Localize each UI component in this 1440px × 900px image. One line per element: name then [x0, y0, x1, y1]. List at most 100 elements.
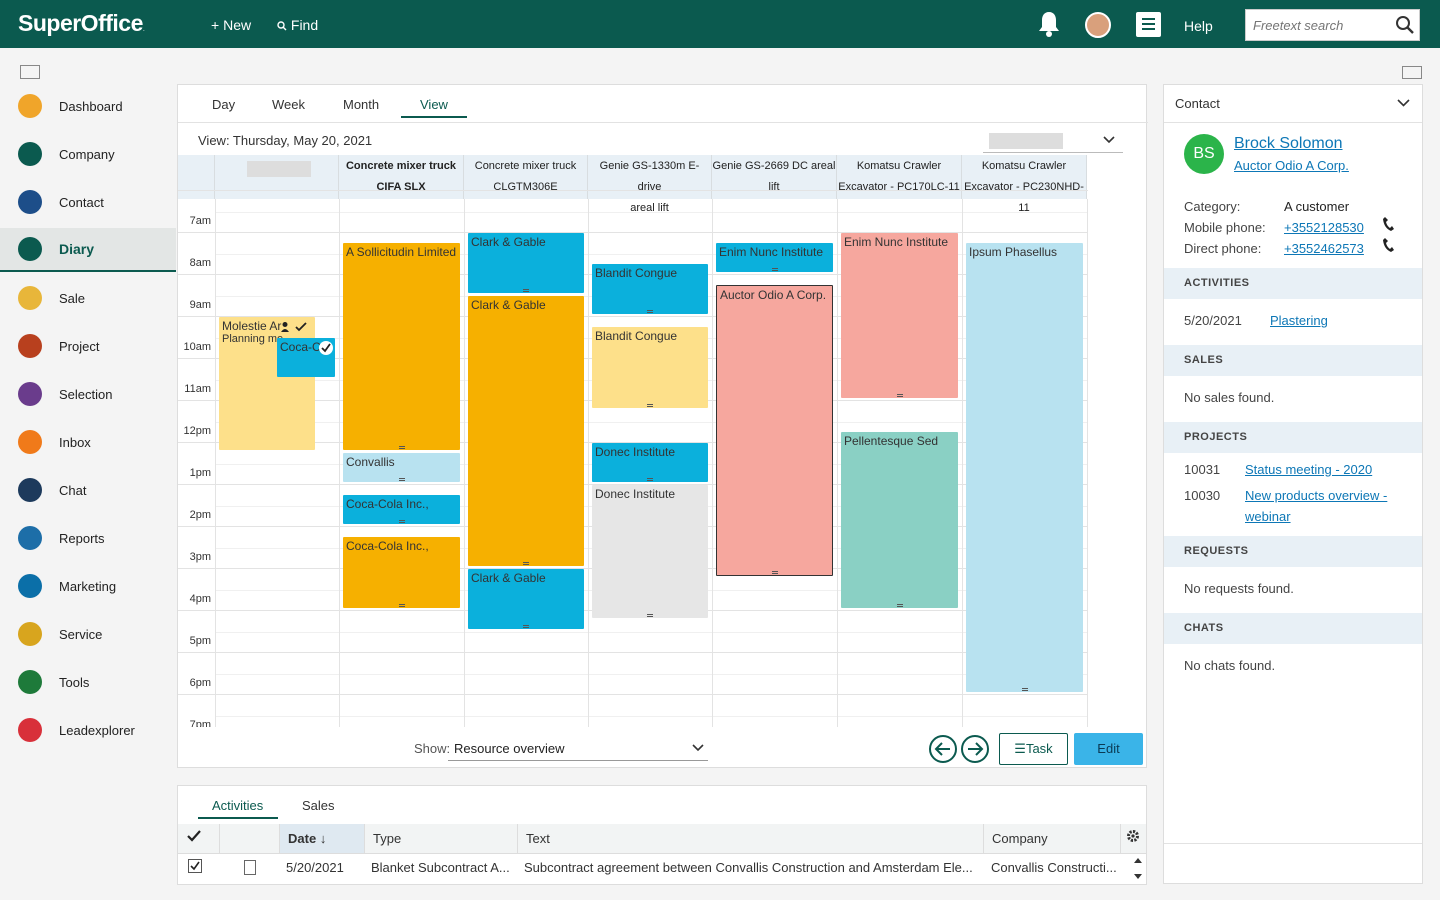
- calendar-event[interactable]: Clark & Gable: [468, 232, 584, 293]
- new-button[interactable]: + New: [211, 17, 252, 33]
- calendar-event[interactable]: Pellentesque Sed: [841, 432, 958, 608]
- project-link[interactable]: New products overview -: [1245, 488, 1388, 503]
- user-avatar[interactable]: [1085, 12, 1111, 38]
- resource-column-header[interactable]: Concrete mixer truck CIFA SLX: [339, 155, 464, 199]
- sidebar-item-tools[interactable]: Tools: [0, 660, 176, 704]
- collapse-sidebar-icon[interactable]: [20, 65, 40, 79]
- select-all-column[interactable]: [178, 824, 220, 854]
- scroll-up-icon[interactable]: [1134, 858, 1142, 863]
- calendar-event[interactable]: Clark & Gable: [468, 295, 584, 566]
- show-dropdown[interactable]: Resource overview: [448, 737, 708, 761]
- previous-button[interactable]: [929, 735, 957, 763]
- event-resize-handle[interactable]: [523, 561, 529, 565]
- tab-week[interactable]: Week: [272, 97, 305, 112]
- calendar-event[interactable]: Auctor Odio A Corp.: [716, 285, 833, 576]
- event-resize-handle[interactable]: [647, 309, 653, 313]
- edit-button[interactable]: Edit: [1074, 733, 1143, 765]
- tab-sales[interactable]: Sales: [302, 798, 335, 813]
- event-resize-handle[interactable]: [398, 603, 405, 607]
- contact-company-link[interactable]: Auctor Odio A Corp.: [1234, 158, 1349, 173]
- column-header-company[interactable]: Company: [984, 824, 1121, 854]
- mobile-phone-link[interactable]: +3552128530: [1284, 220, 1364, 235]
- tab-day[interactable]: Day: [212, 97, 236, 112]
- sidebar-item-inbox[interactable]: Inbox: [0, 420, 176, 464]
- find-button[interactable]: Find: [277, 17, 318, 33]
- event-resize-handle[interactable]: [523, 624, 529, 628]
- project-link-continued[interactable]: webinar: [1245, 509, 1291, 524]
- event-resize-handle[interactable]: [647, 477, 653, 481]
- scroll-down-icon[interactable]: [1134, 874, 1142, 879]
- help-link[interactable]: Help: [1184, 18, 1213, 34]
- event-resize-handle[interactable]: [523, 288, 529, 292]
- sidebar-item-selection[interactable]: Selection: [0, 372, 176, 416]
- sidebar-item-dashboard[interactable]: Dashboard: [0, 84, 176, 128]
- calendar-event[interactable]: Blandit Congue: [592, 264, 708, 314]
- event-resize-handle[interactable]: [896, 603, 903, 607]
- calendar-event[interactable]: Convallis: [343, 453, 460, 482]
- column-header-text[interactable]: Text: [518, 824, 984, 854]
- hour-row[interactable]: 6pm: [178, 651, 1088, 694]
- sidebar-item-company[interactable]: Company: [0, 132, 176, 176]
- hour-row[interactable]: 7am: [178, 189, 1088, 232]
- event-resize-handle[interactable]: [398, 446, 405, 449]
- sidebar-item-service[interactable]: Service: [0, 612, 176, 656]
- menu-icon[interactable]: [1136, 12, 1161, 37]
- resource-column-header[interactable]: Komatsu Crawler Excavator - PC170LC-11: [837, 155, 962, 199]
- contact-name-link[interactable]: Brock Solomon: [1234, 135, 1343, 152]
- table-scrollbar[interactable]: [1131, 854, 1145, 884]
- event-resize-handle[interactable]: [647, 614, 653, 617]
- calendar-event[interactable]: Coca-Cola Inc.,: [343, 537, 460, 608]
- sidebar-item-marketing[interactable]: Marketing: [0, 564, 176, 608]
- event-resize-handle[interactable]: [896, 393, 903, 397]
- event-resize-handle[interactable]: [771, 267, 778, 271]
- event-resize-handle[interactable]: [398, 519, 405, 523]
- task-button[interactable]: ☰Task: [999, 733, 1068, 765]
- table-settings-gear-icon[interactable]: [1121, 824, 1147, 854]
- sidebar-item-chat[interactable]: Chat: [0, 468, 176, 512]
- sidebar-item-project[interactable]: Project: [0, 324, 176, 368]
- calendar-event[interactable]: Coca-C: [277, 337, 335, 377]
- freetext-search-input[interactable]: [1246, 10, 1386, 40]
- phone-icon[interactable]: [1382, 216, 1394, 232]
- calendar-event[interactable]: Coca-Cola Inc.,: [343, 495, 460, 524]
- tab-month[interactable]: Month: [343, 97, 380, 112]
- event-resize-handle[interactable]: [1021, 687, 1028, 691]
- hour-row[interactable]: 7pm: [178, 693, 1088, 727]
- calendar-event[interactable]: Donec Institute: [592, 484, 708, 618]
- calendar-event[interactable]: Molestie Ar Planning me: [219, 316, 315, 450]
- sidebar-item-contact[interactable]: Contact: [0, 180, 176, 224]
- column-header-type[interactable]: Type: [365, 824, 518, 854]
- event-resize-handle[interactable]: [771, 571, 778, 574]
- view-selector-dropdown[interactable]: [983, 131, 1123, 153]
- calendar-event[interactable]: Donec Institute: [592, 442, 708, 482]
- tab-view[interactable]: View: [420, 97, 448, 112]
- resource-column-header[interactable]: [215, 155, 339, 199]
- notifications-bell-icon[interactable]: [1036, 10, 1062, 38]
- sidebar-item-sale[interactable]: Sale: [0, 276, 176, 320]
- calendar-event[interactable]: Enim Nunc Institute: [716, 243, 833, 272]
- project-link[interactable]: Status meeting - 2020: [1245, 462, 1373, 477]
- tab-activities[interactable]: Activities: [212, 798, 264, 813]
- search-icon[interactable]: [1395, 15, 1415, 35]
- expand-panel-icon[interactable]: [1402, 66, 1422, 79]
- freetext-search[interactable]: [1245, 9, 1420, 41]
- sidebar-item-diary[interactable]: Diary: [0, 228, 176, 272]
- calendar-event[interactable]: Blandit Congue: [592, 327, 708, 408]
- superoffice-logo[interactable]: SuperOffice.: [18, 10, 145, 36]
- phone-icon[interactable]: [1382, 237, 1394, 253]
- resource-column-header[interactable]: Genie GS-2669 DC areal lift: [712, 155, 837, 199]
- chevron-down-icon[interactable]: [1397, 99, 1410, 107]
- calendar-event[interactable]: Enim Nunc Institute: [841, 232, 958, 398]
- event-resize-handle[interactable]: [647, 404, 653, 407]
- activity-link[interactable]: Plastering: [1270, 313, 1328, 328]
- hour-row[interactable]: 8am: [178, 231, 1088, 274]
- sidebar-item-reports[interactable]: Reports: [0, 516, 176, 560]
- event-resize-handle[interactable]: [398, 477, 405, 481]
- row-checkbox[interactable]: [188, 859, 202, 873]
- column-header-date[interactable]: Date ↓: [280, 824, 365, 854]
- calendar-event[interactable]: Ipsum Phasellus: [966, 243, 1083, 692]
- calendar-event[interactable]: Clark & Gable: [468, 568, 584, 629]
- direct-phone-link[interactable]: +3552462573: [1284, 241, 1364, 256]
- next-button[interactable]: [961, 735, 989, 763]
- calendar-event[interactable]: A Sollicitudin Limited: [343, 243, 460, 450]
